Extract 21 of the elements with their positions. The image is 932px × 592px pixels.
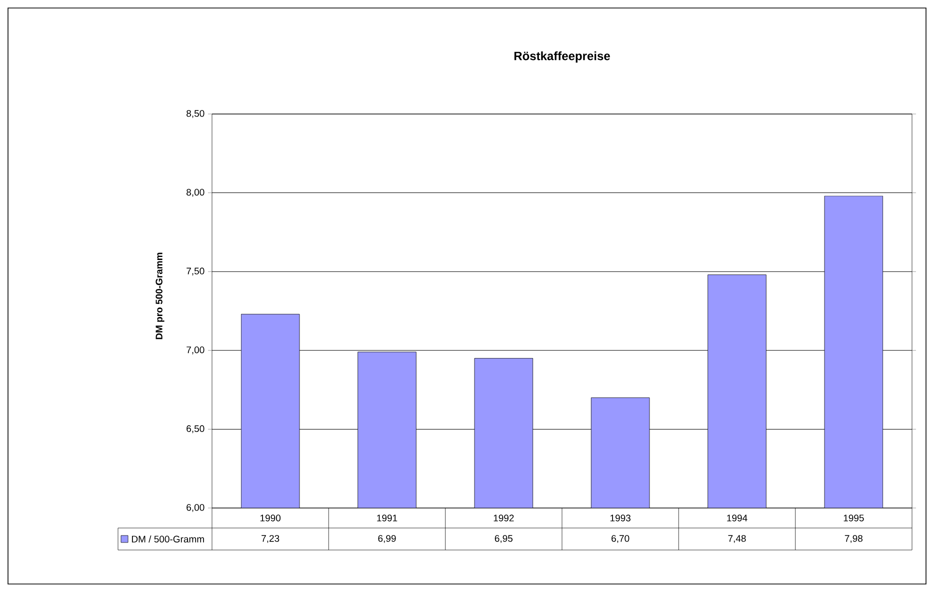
y-tick-label: 7,00 bbox=[186, 346, 204, 354]
data-label: 7,23 bbox=[262, 535, 280, 543]
y-tick-label: 8,50 bbox=[186, 110, 204, 118]
y-axis-title: DM pro 500-Gramm bbox=[156, 252, 164, 340]
x-tick-label: 1994 bbox=[727, 514, 748, 522]
x-tick-label: 1990 bbox=[260, 514, 281, 522]
x-tick-label: 1992 bbox=[494, 514, 514, 522]
x-tick-label: 1995 bbox=[844, 514, 864, 522]
data-label: 6,70 bbox=[612, 535, 630, 543]
data-label: 7,98 bbox=[844, 535, 863, 543]
y-tick-label: 6,00 bbox=[186, 504, 204, 512]
y-tick-label: 8,00 bbox=[186, 188, 204, 197]
data-label: 6,95 bbox=[494, 535, 513, 543]
y-tick-label: 7,50 bbox=[186, 268, 204, 276]
x-tick-label: 1991 bbox=[377, 514, 398, 522]
chart-title: Röstkaffeepreise bbox=[514, 51, 610, 63]
y-tick-label: 6,50 bbox=[186, 425, 204, 434]
x-tick-label: 1993 bbox=[610, 514, 630, 522]
data-label: 6,99 bbox=[378, 535, 396, 543]
data-label: 7,48 bbox=[728, 535, 746, 543]
legend-label: DM / 500-Gramm bbox=[132, 536, 204, 542]
